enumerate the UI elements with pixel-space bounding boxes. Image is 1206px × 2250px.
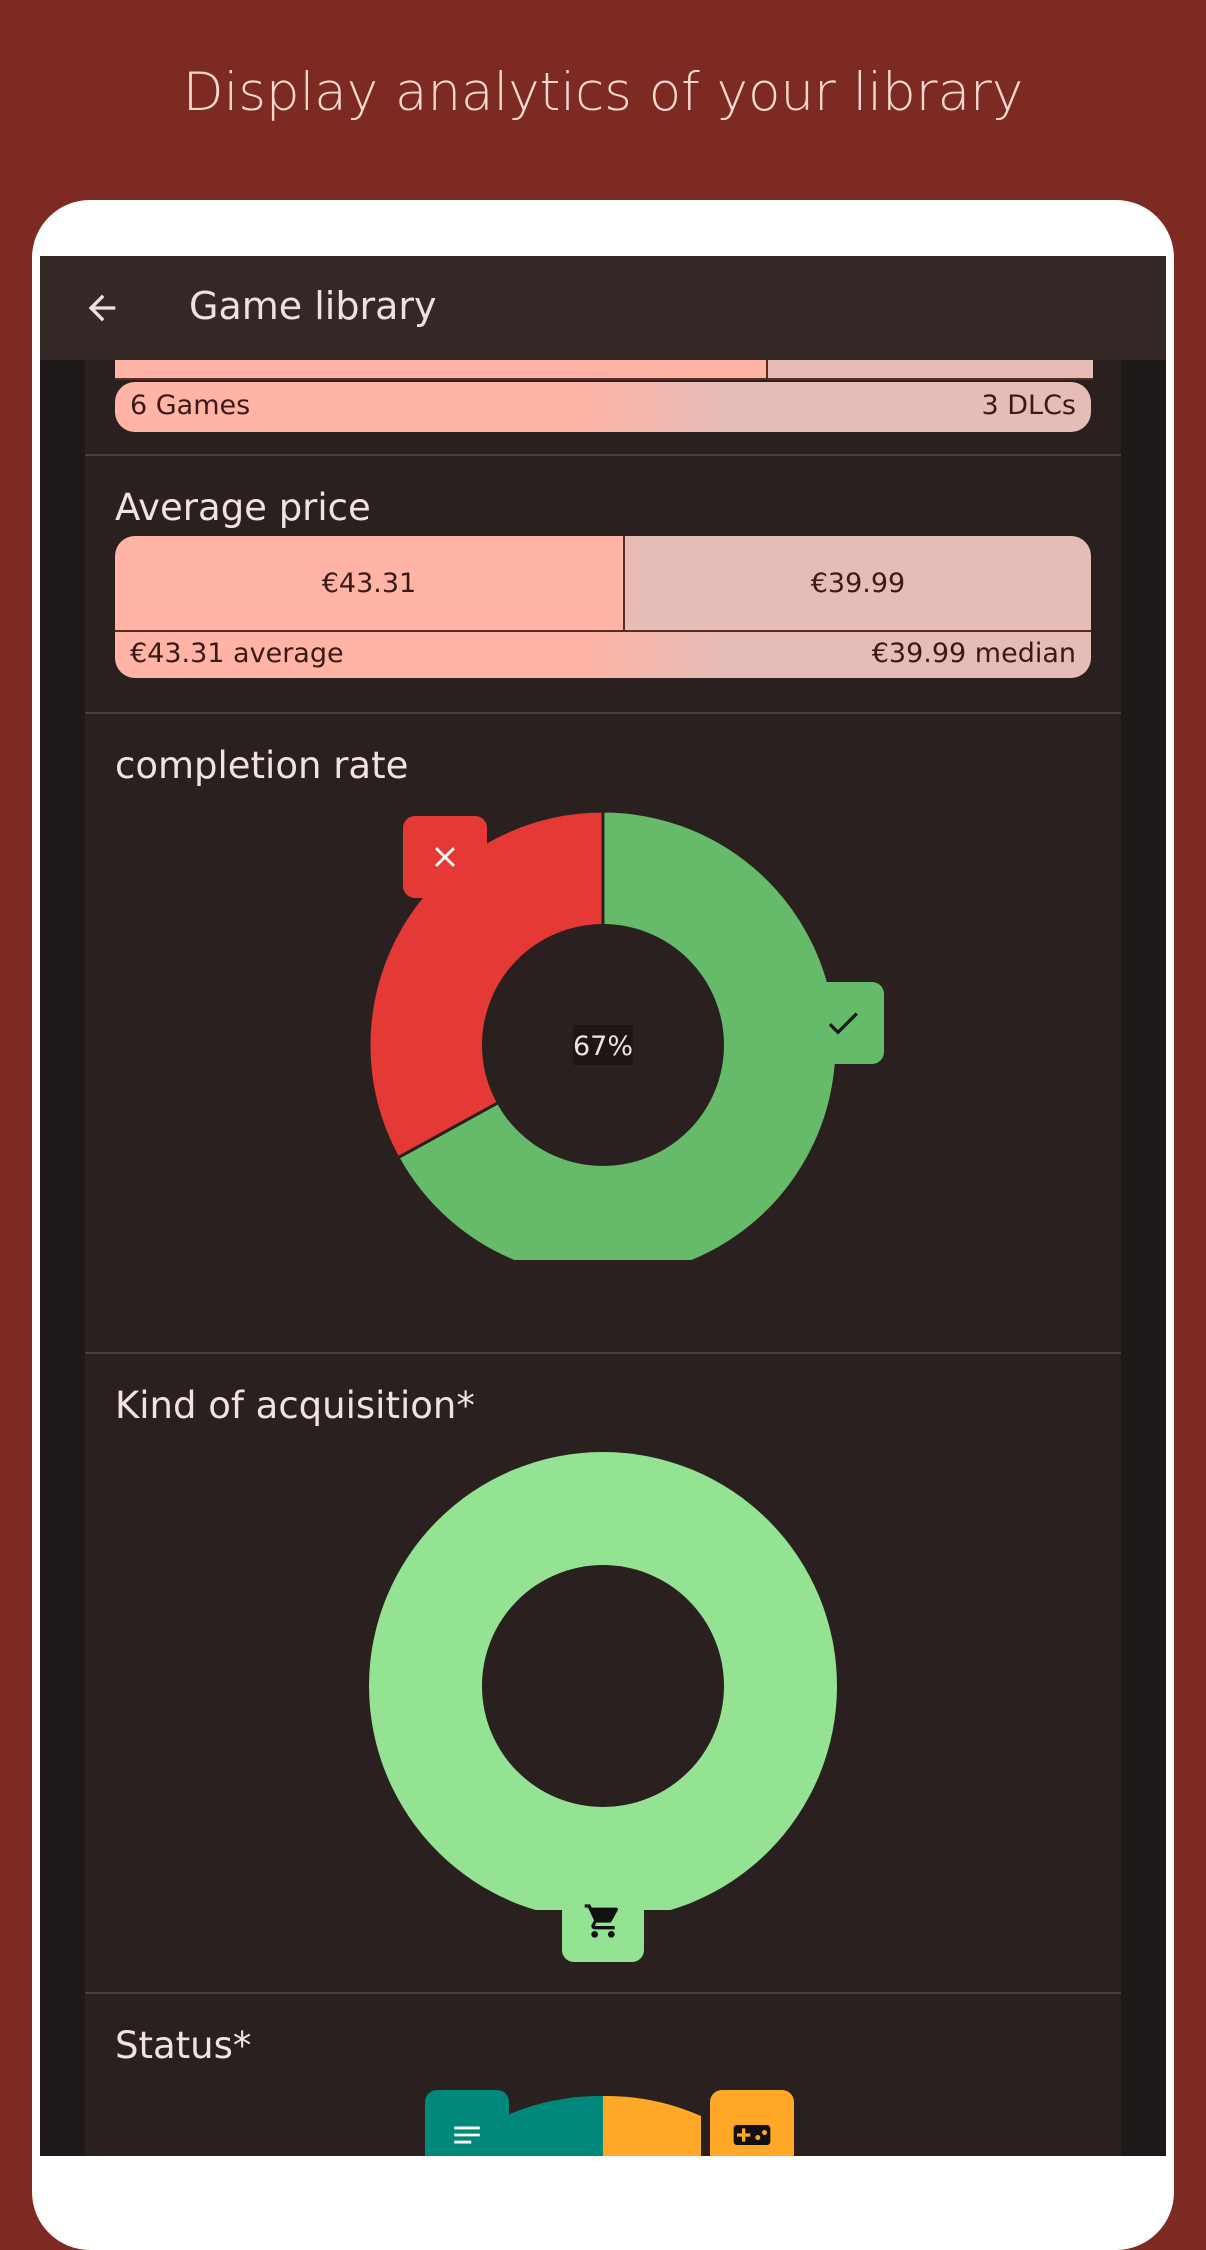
acquisition-donut-svg bbox=[369, 1452, 837, 1920]
status-badge-list bbox=[425, 2090, 509, 2156]
status-slice-orange[interactable] bbox=[603, 2095, 701, 2156]
divider bbox=[85, 1352, 1121, 1354]
acquisition-badge bbox=[562, 1880, 644, 1962]
median-price-segment: €39.99 bbox=[623, 536, 1091, 632]
divider bbox=[85, 1992, 1121, 1994]
games-count-label: 6 Games bbox=[130, 390, 251, 421]
completion-donut-chart: 67% bbox=[85, 809, 1121, 1281]
check-icon bbox=[828, 1012, 858, 1035]
stats-list: 6 Games 3 DLCs Average price €43.31 €39.… bbox=[85, 320, 1121, 2156]
price-legend: €43.31 average €39.99 median bbox=[115, 632, 1091, 678]
list-icon bbox=[454, 2126, 480, 2144]
donut-hole bbox=[482, 1565, 724, 1807]
status-donut-chart bbox=[85, 2090, 1121, 2156]
games-dlcs-legend: 6 Games 3 DLCs bbox=[115, 382, 1091, 432]
completion-rate-title: completion rate bbox=[115, 744, 409, 787]
completion-donut-svg: 67% bbox=[367, 809, 839, 1281]
app-bar: Game library bbox=[40, 256, 1166, 360]
average-price-segment: €43.31 bbox=[115, 536, 623, 632]
completed-badge bbox=[802, 982, 884, 1064]
not-completed-badge bbox=[403, 816, 487, 898]
arrow-back-icon[interactable] bbox=[82, 288, 122, 328]
cart-icon bbox=[584, 1904, 619, 1938]
dlcs-count-label: 3 DLCs bbox=[981, 390, 1076, 421]
status-slice-teal[interactable] bbox=[505, 2095, 603, 2156]
acquisition-donut-chart bbox=[85, 1450, 1121, 1962]
status-title: Status* bbox=[115, 2024, 252, 2067]
status-badge-gamepad bbox=[710, 2090, 794, 2156]
page-headline: Display analytics of your library bbox=[182, 62, 1024, 123]
page-title: Game library bbox=[189, 284, 437, 328]
average-price-title: Average price bbox=[115, 486, 371, 529]
average-price-label: €43.31 average bbox=[130, 638, 344, 669]
divider bbox=[85, 454, 1121, 456]
app-screen: Game library 6 Games 3 DLCs Average pric… bbox=[40, 256, 1166, 2156]
price-ratio: €43.31 €39.99 €43.31 average €39.99 medi… bbox=[115, 536, 1091, 680]
status-donut-svg bbox=[505, 2095, 701, 2156]
center-label-bg bbox=[573, 1025, 633, 1065]
median-price-label: €39.99 median bbox=[871, 638, 1076, 669]
acquisition-title: Kind of acquisition* bbox=[115, 1384, 475, 1427]
center-percent-label: 67% bbox=[573, 1031, 633, 1062]
close-icon bbox=[435, 847, 455, 867]
divider bbox=[85, 712, 1121, 714]
gamepad-icon bbox=[733, 2125, 771, 2145]
